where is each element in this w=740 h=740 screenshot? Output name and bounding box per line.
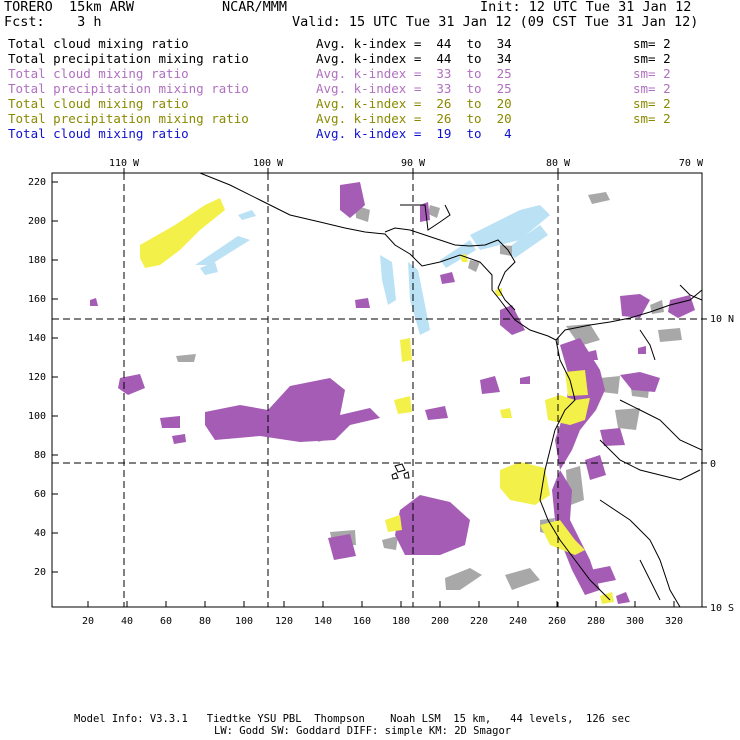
x-tick-label: 200 xyxy=(431,616,449,627)
legend-field: Total precipitation mixing ratio xyxy=(8,81,249,96)
model-info-line2: LW: Godd SW: Goddard DIFF: simple KM: 2D… xyxy=(214,725,512,737)
legend-field: Total precipitation mixing ratio xyxy=(8,111,249,126)
legend-field: Total cloud mixing ratio xyxy=(8,96,189,111)
x-tick-label: 240 xyxy=(509,616,527,627)
y-axis-labels: 220 200 180 160 140 120 100 80 60 40 20 xyxy=(28,177,46,578)
axis-ticks xyxy=(52,168,707,608)
legend-kindex: Avg. k-index = 44 to 34 xyxy=(316,36,512,51)
y-tick-label: 100 xyxy=(28,411,46,422)
organization-label: NCAR/MMM xyxy=(222,0,288,15)
x-tick-label: 160 xyxy=(353,616,371,627)
lon-label: 80 W xyxy=(546,158,571,169)
cloud-fields xyxy=(90,182,695,604)
legend-smoothing: sm= 2 xyxy=(633,96,671,111)
x-tick-label: 20 xyxy=(82,616,94,627)
lat-label: 10 S xyxy=(710,603,734,614)
legend-row: Total cloud mixing ratio Avg. k-index = … xyxy=(8,66,738,81)
legend-field: Total cloud mixing ratio xyxy=(8,126,189,141)
legend-field: Total cloud mixing ratio xyxy=(8,36,189,51)
plot-frame xyxy=(51,172,703,608)
x-tick-label: 320 xyxy=(665,616,683,627)
legend-kindex: Avg. k-index = 33 to 25 xyxy=(316,66,512,81)
x-tick-label: 180 xyxy=(392,616,410,627)
x-axis-labels: 20 40 60 80 100 120 140 160 180 200 220 … xyxy=(82,616,683,627)
weather-map: 110 W 100 W 90 W 80 W 70 W 10 N 0 10 S 2… xyxy=(28,158,734,627)
lat-label: 10 N xyxy=(710,314,734,325)
y-tick-label: 40 xyxy=(34,528,46,539)
x-tick-label: 220 xyxy=(470,616,488,627)
legend-smoothing: sm= 2 xyxy=(633,66,671,81)
legend-row: Total precipitation mixing ratio Avg. k-… xyxy=(8,81,738,96)
forecast-hour: Fcst: 3 h xyxy=(4,14,102,30)
lat-lon-grid xyxy=(52,173,702,607)
lon-label: 70 W xyxy=(679,158,704,169)
model-info-line1: Model Info: V3.3.1 Tiedtke YSU PBL Thomp… xyxy=(74,713,631,725)
init-time: Init: 12 UTC Tue 31 Jan 12 xyxy=(480,0,692,15)
x-tick-label: 260 xyxy=(548,616,566,627)
legend-smoothing: sm= 2 xyxy=(633,36,671,51)
legend-field: Total precipitation mixing ratio xyxy=(8,51,249,66)
legend-smoothing: sm= 2 xyxy=(633,51,671,66)
lightblue-cloud-areas xyxy=(195,205,550,335)
x-tick-label: 280 xyxy=(587,616,605,627)
x-tick-label: 80 xyxy=(199,616,211,627)
y-tick-label: 160 xyxy=(28,294,46,305)
legend-row: Total precipitation mixing ratio Avg. k-… xyxy=(8,51,738,66)
lon-label: 110 W xyxy=(109,158,140,169)
legend-row: Total cloud mixing ratio Avg. k-index = … xyxy=(8,96,738,111)
lon-label: 100 W xyxy=(253,158,284,169)
legend-field: Total cloud mixing ratio xyxy=(8,66,189,81)
y-tick-label: 60 xyxy=(34,489,46,500)
legend-kindex: Avg. k-index = 26 to 20 xyxy=(316,111,512,126)
y-tick-label: 120 xyxy=(28,372,46,383)
x-tick-label: 40 xyxy=(121,616,133,627)
legend-kindex: Avg. k-index = 26 to 20 xyxy=(316,96,512,111)
legend-smoothing: sm= 2 xyxy=(633,81,671,96)
x-tick-label: 140 xyxy=(314,616,332,627)
lat-label: 0 xyxy=(710,459,716,470)
model-title: TORERO 15km ARW xyxy=(4,0,135,15)
legend-kindex: Avg. k-index = 33 to 25 xyxy=(316,81,512,96)
y-tick-label: 180 xyxy=(28,255,46,266)
y-tick-label: 80 xyxy=(34,450,46,461)
y-tick-label: 220 xyxy=(28,177,46,188)
legend-row: Total cloud mixing ratio Avg. k-index = … xyxy=(8,36,738,51)
valid-time: Valid: 15 UTC Tue 31 Jan 12 (09 CST Tue … xyxy=(292,14,699,30)
lon-label: 90 W xyxy=(401,158,426,169)
y-tick-label: 140 xyxy=(28,333,46,344)
y-tick-label: 200 xyxy=(28,216,46,227)
legend-kindex: Avg. k-index = 19 to 4 xyxy=(316,126,512,141)
legend-kindex: Avg. k-index = 44 to 34 xyxy=(316,51,512,66)
x-tick-label: 60 xyxy=(160,616,172,627)
x-tick-label: 100 xyxy=(235,616,253,627)
legend-smoothing: sm= 2 xyxy=(633,111,671,126)
yellow-cloud-areas xyxy=(140,198,614,604)
legend-row: Total precipitation mixing ratio Avg. k-… xyxy=(8,111,738,126)
y-tick-label: 20 xyxy=(34,567,46,578)
x-tick-label: 120 xyxy=(275,616,293,627)
x-tick-label: 300 xyxy=(626,616,644,627)
coastlines xyxy=(199,173,702,607)
legend-row: Total cloud mixing ratio Avg. k-index = … xyxy=(8,126,738,141)
